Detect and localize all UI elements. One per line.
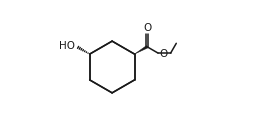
Text: O: O xyxy=(160,49,168,59)
Text: HO: HO xyxy=(59,41,76,51)
Text: O: O xyxy=(143,23,151,33)
Polygon shape xyxy=(134,46,148,54)
